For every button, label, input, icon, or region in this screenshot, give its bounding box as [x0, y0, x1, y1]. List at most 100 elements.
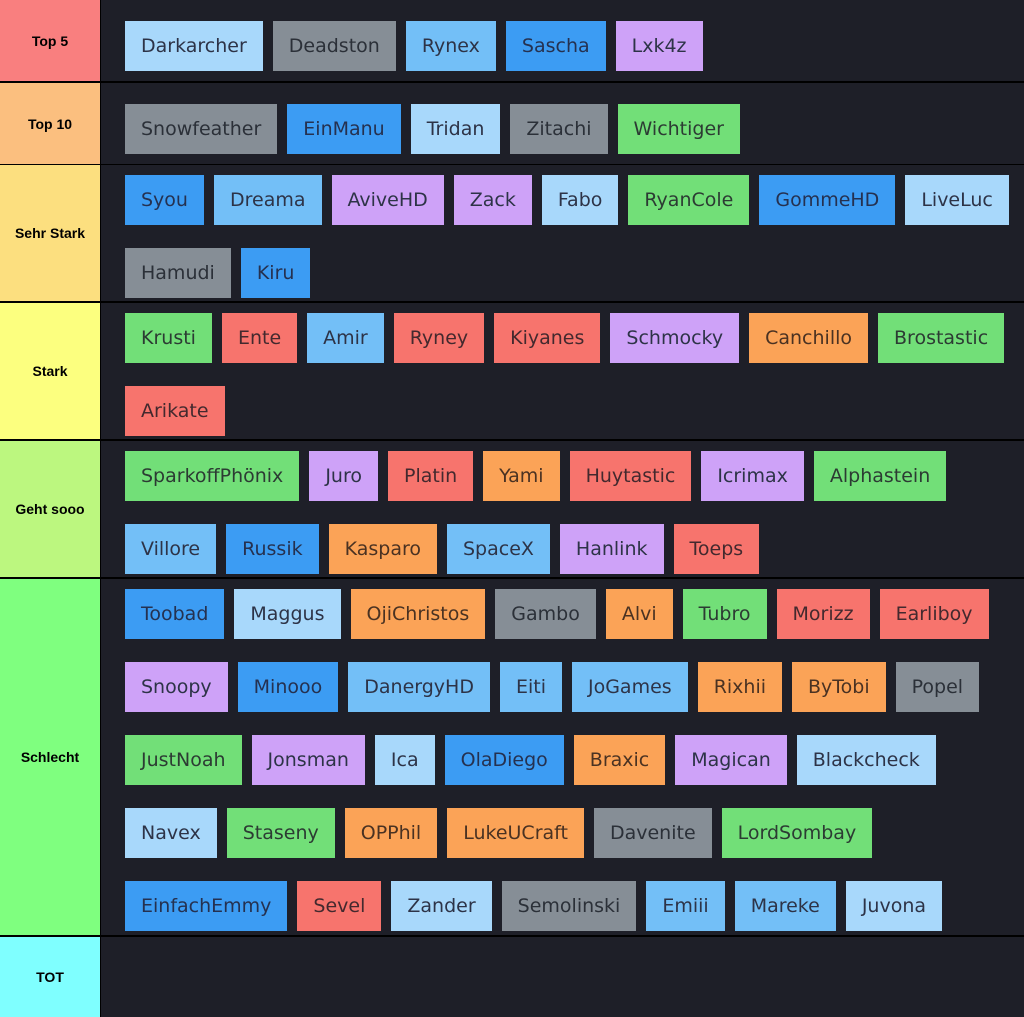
tier-item-chip[interactable]: SpaceX — [447, 524, 550, 574]
tier-item-chip[interactable]: JustNoah — [125, 735, 242, 785]
tier-item-chip[interactable]: Juro — [309, 451, 378, 501]
tier-item-chip[interactable]: Snoopy — [125, 662, 228, 712]
tier-label[interactable]: Schlecht — [0, 579, 100, 935]
tier-item-chip[interactable]: Canchillo — [749, 313, 869, 363]
tier-item-chip[interactable]: Mareke — [734, 881, 836, 931]
tier-row: Geht sooo SparkoffPhönix Juro Platin Yami Huy… — [0, 441, 1024, 577]
tier-item-chip[interactable]: Rynex — [405, 21, 496, 71]
tier-drop-zone[interactable]: Syou Dreama AviveHD Zack Fabo RyanCole GommeHD… — [101, 165, 1024, 301]
tier-item-chip[interactable]: Kiyanes — [494, 313, 601, 363]
tier-item-chip[interactable]: Wichtiger — [617, 104, 740, 154]
tier-item-chip[interactable]: Kasparo — [328, 524, 437, 574]
tier-item-chip[interactable]: Sevel — [297, 881, 382, 931]
tier-item-chip[interactable]: Yami — [483, 451, 560, 501]
tier-label[interactable]: Geht sooo — [0, 441, 100, 577]
tier-item-chip[interactable]: Tridan — [410, 104, 501, 154]
tier-label[interactable]: Top 10 — [0, 83, 100, 164]
tier-item-chip[interactable]: Gambo — [495, 589, 596, 639]
tier-drop-zone[interactable]: SparkoffPhönix Juro Platin Yami Huytastic Icr… — [101, 441, 1024, 577]
tier-item-chip[interactable]: LordSombay — [721, 808, 873, 858]
tier-item-chip[interactable]: Minooo — [237, 662, 339, 712]
tier-item-chip[interactable]: Fabo — [541, 175, 619, 225]
tier-item-chip[interactable]: Russik — [226, 524, 319, 574]
tier-drop-zone[interactable] — [101, 937, 1024, 1017]
tier-item-chip[interactable]: Rixhii — [697, 662, 783, 712]
tier-row: TOT — [0, 937, 1024, 1017]
tier-item-chip[interactable]: Toobad — [125, 589, 225, 639]
tier-item-chip[interactable]: Tubro — [682, 589, 767, 639]
tier-item-chip[interactable]: Hanlink — [559, 524, 664, 574]
tier-row: Sehr Stark Syou Dreama AviveHD Zack Fabo RyanC… — [0, 165, 1024, 301]
tier-item-chip[interactable]: Darkarcher — [125, 21, 263, 71]
tier-item-chip[interactable]: Huytastic — [569, 451, 692, 501]
tier-drop-zone[interactable]: Darkarcher Deadston Rynex Sascha Lxk4z — [101, 0, 1024, 81]
tier-item-chip[interactable]: Deadston — [272, 21, 396, 71]
tier-drop-zone[interactable]: Toobad Maggus OjiChristos Gambo Alvi Tubro Mor… — [101, 579, 1024, 1004]
tier-item-chip[interactable]: Juvona — [845, 881, 943, 931]
tier-item-chip[interactable]: OjiChristos — [350, 589, 486, 639]
tier-item-chip[interactable]: Schmocky — [610, 313, 740, 363]
tier-row: Top 10 Snowfeather EinManu Tridan Zitachi Wic… — [0, 83, 1024, 164]
tier-row: Stark Krusti Ente Amir Ryney Kiyanes Schmocky C… — [0, 303, 1024, 439]
tier-item-chip[interactable]: EinManu — [287, 104, 401, 154]
tier-item-chip[interactable]: Arikate — [125, 386, 225, 436]
tier-item-chip[interactable]: Eiti — [499, 662, 562, 712]
tier-item-chip[interactable]: Brostastic — [878, 313, 1005, 363]
tier-item-chip[interactable]: Jonsman — [251, 735, 365, 785]
tier-item-chip[interactable]: Snowfeather — [125, 104, 278, 154]
tier-item-chip[interactable]: Villore — [125, 524, 217, 574]
tier-item-chip[interactable]: OlaDiego — [444, 735, 564, 785]
tier-item-chip[interactable]: Ica — [374, 735, 435, 785]
tier-item-chip[interactable]: Blackcheck — [796, 735, 936, 785]
tier-item-chip[interactable]: Toeps — [673, 524, 760, 574]
tier-item-chip[interactable]: Davenite — [593, 808, 712, 858]
tier-item-chip[interactable]: RyanCole — [628, 175, 750, 225]
tier-item-chip[interactable]: Sascha — [505, 21, 606, 71]
tier-row: Schlecht Toobad Maggus OjiChristos Gambo Alvi… — [0, 579, 1024, 1004]
tier-label[interactable]: Top 5 — [0, 0, 100, 81]
tier-item-chip[interactable]: EinfachEmmy — [125, 881, 288, 931]
tier-item-chip[interactable]: Icrimax — [701, 451, 804, 501]
tier-item-chip[interactable]: Magican — [675, 735, 787, 785]
tier-item-chip[interactable]: Staseny — [226, 808, 335, 858]
tier-item-chip[interactable]: Zack — [453, 175, 532, 225]
tier-label[interactable]: TOT — [0, 937, 100, 1017]
tier-item-chip[interactable]: Alvi — [605, 589, 673, 639]
tier-item-chip[interactable]: Amir — [307, 313, 384, 363]
tier-item-chip[interactable]: Hamudi — [125, 248, 231, 298]
tier-item-chip[interactable]: Platin — [387, 451, 474, 501]
tier-item-chip[interactable]: Syou — [125, 175, 204, 225]
tier-item-chip[interactable]: Semolinski — [501, 881, 637, 931]
tier-item-chip[interactable]: JoGames — [571, 662, 688, 712]
tier-item-chip[interactable]: ByTobi — [792, 662, 886, 712]
tier-item-chip[interactable]: Dreama — [213, 175, 322, 225]
tier-item-chip[interactable]: Zander — [391, 881, 492, 931]
tier-item-chip[interactable]: Maggus — [234, 589, 341, 639]
tier-item-chip[interactable]: Kiru — [240, 248, 311, 298]
tier-item-chip[interactable]: Popel — [895, 662, 980, 712]
tier-item-chip[interactable]: Braxic — [573, 735, 666, 785]
tier-item-chip[interactable]: Krusti — [125, 313, 212, 363]
tier-item-chip[interactable]: Ryney — [393, 313, 485, 363]
tier-item-chip[interactable]: Lxk4z — [615, 21, 703, 71]
tier-item-chip[interactable]: Navex — [125, 808, 217, 858]
tier-item-chip[interactable]: LiveLuc — [905, 175, 1009, 225]
tier-item-chip[interactable]: GommeHD — [759, 175, 896, 225]
tier-row: Top 5 Darkarcher Deadston Rynex Sascha Lxk4z — [0, 0, 1024, 81]
tier-item-chip[interactable]: OPPhil — [344, 808, 438, 858]
tier-item-chip[interactable]: LukeUCraft — [447, 808, 584, 858]
tier-item-chip[interactable]: SparkoffPhönix — [125, 451, 300, 501]
tier-label[interactable]: Sehr Stark — [0, 165, 100, 301]
tier-item-chip[interactable]: Ente — [221, 313, 298, 363]
tier-item-chip[interactable]: Emiii — [646, 881, 725, 931]
tier-item-chip[interactable]: Alphastein — [813, 451, 947, 501]
tier-label[interactable]: Stark — [0, 303, 100, 439]
tier-item-chip[interactable]: Earliboy — [879, 589, 989, 639]
tier-item-chip[interactable]: AviveHD — [331, 175, 444, 225]
tier-drop-zone[interactable]: Krusti Ente Amir Ryney Kiyanes Schmocky Canchi… — [101, 303, 1024, 439]
tier-item-chip[interactable]: Zitachi — [510, 104, 608, 154]
tier-item-chip[interactable]: Morizz — [776, 589, 870, 639]
tier-drop-zone[interactable]: Snowfeather EinManu Tridan Zitachi Wichtiger — [101, 83, 1024, 164]
tier-item-chip[interactable]: DanergyHD — [348, 662, 490, 712]
